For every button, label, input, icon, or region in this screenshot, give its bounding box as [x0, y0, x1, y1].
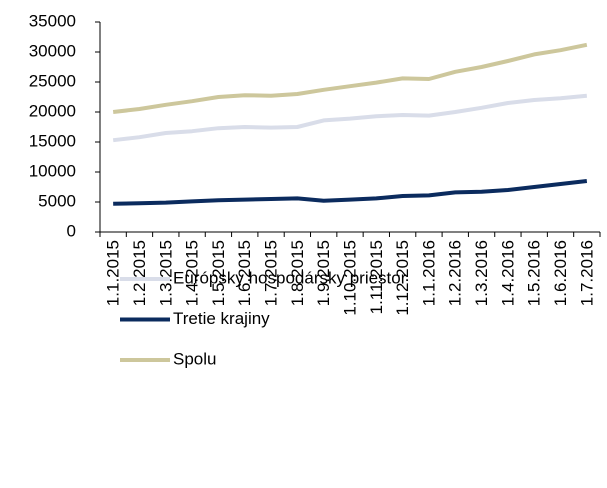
x-tick-label: 1.6.2015	[235, 240, 254, 306]
x-tick-label: 1.5.2016	[525, 240, 544, 306]
x-tick-label: 1.4.2015	[183, 240, 202, 306]
x-tick-label: 1.5.2015	[209, 240, 228, 306]
line	[112, 42, 588, 114]
line	[113, 179, 588, 206]
x-tick-label: 1.11.2015	[367, 240, 386, 314]
x-tick-label: 1.3.2016	[472, 240, 491, 306]
x-tick-label: 1.7.2016	[577, 240, 596, 306]
y-tick-label: 0	[67, 221, 76, 240]
y-tick-label: 10000	[29, 161, 76, 180]
x-tick-label: 1.7.2015	[262, 240, 281, 306]
legend-label: Tretie krajiny	[173, 309, 270, 328]
x-tick-label: 1.4.2016	[498, 240, 517, 306]
x-tick-label: 1.9.2015	[314, 240, 333, 306]
x-tick-label: 1.2.2015	[130, 240, 149, 306]
x-tick-label: 1.8.2015	[288, 240, 307, 306]
x-tick-label: 1.1.2016	[419, 240, 438, 306]
y-tick-label: 20000	[29, 101, 76, 120]
x-tick-label: 1.3.2015	[156, 240, 175, 306]
y-tick-label: 25000	[29, 71, 76, 90]
y-tick-label: 35000	[29, 11, 76, 30]
legend-label: Spolu	[173, 349, 216, 368]
x-tick-label: 1.2.2016	[446, 240, 465, 306]
legend-label: Európsky hospodársky priestor	[173, 268, 407, 287]
x-tick-label: 1.1.2015	[104, 240, 123, 306]
x-tick-label: 1.10.2015	[340, 240, 359, 316]
y-tick-label: 5000	[38, 191, 76, 210]
y-tick-label: 30000	[29, 41, 76, 60]
x-tick-label: 1.12.2015	[393, 240, 412, 316]
y-tick-label: 15000	[29, 131, 76, 150]
x-tick-label: 1.6.2016	[551, 240, 570, 306]
line	[112, 93, 588, 143]
